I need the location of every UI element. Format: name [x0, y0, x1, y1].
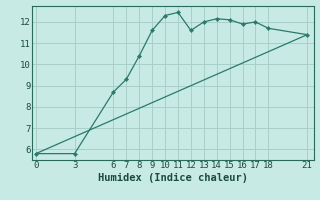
X-axis label: Humidex (Indice chaleur): Humidex (Indice chaleur) — [98, 173, 248, 183]
